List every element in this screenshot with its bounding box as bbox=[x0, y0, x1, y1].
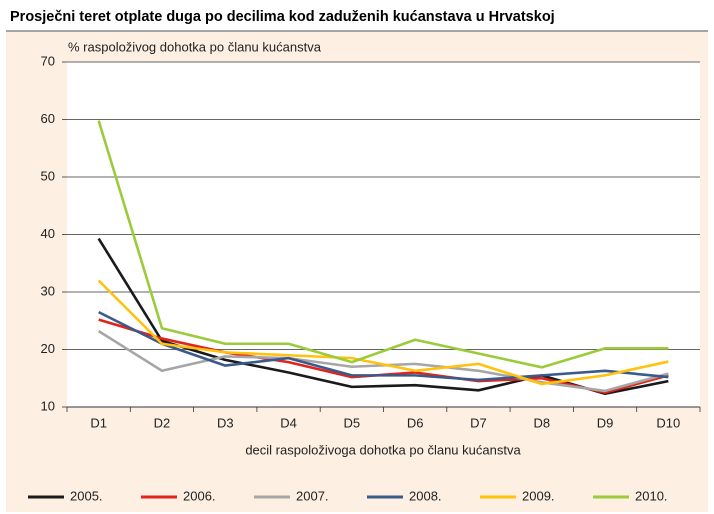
series-line bbox=[98, 310, 669, 382]
series-line bbox=[97, 279, 669, 386]
x-tick-label: D6 bbox=[407, 415, 424, 430]
series-line bbox=[97, 120, 669, 369]
y-tick-label: 10 bbox=[41, 398, 55, 413]
x-tick-label: D8 bbox=[533, 415, 550, 430]
legend-label: 2006. bbox=[183, 488, 216, 503]
x-tick-label: D10 bbox=[656, 415, 680, 430]
legend-label: 2007. bbox=[296, 488, 329, 503]
legend-label: 2010. bbox=[635, 488, 668, 503]
x-tick-label: D7 bbox=[470, 415, 487, 430]
y-tick-label: 70 bbox=[41, 53, 55, 68]
x-axis-label: decil raspoloživoga dohotka po članu kuć… bbox=[245, 442, 521, 457]
y-axis-label: % raspoloživog dohotka po članu kućanstv… bbox=[68, 39, 322, 54]
y-tick-label: 20 bbox=[41, 341, 55, 356]
x-tick-label: D3 bbox=[217, 415, 234, 430]
chart-title: Prosječni teret otplate duga po decilima… bbox=[10, 9, 555, 25]
x-tick-label: D9 bbox=[597, 415, 614, 430]
x-tick-label: D1 bbox=[90, 415, 107, 430]
y-tick-label: 30 bbox=[41, 283, 55, 298]
x-tick-label: D2 bbox=[154, 415, 171, 430]
legend-label: 2005. bbox=[70, 488, 103, 503]
legend-label: 2008. bbox=[409, 488, 442, 503]
y-tick-label: 40 bbox=[41, 226, 55, 241]
x-tick-label: D4 bbox=[280, 415, 297, 430]
legend-label: 2009. bbox=[522, 488, 555, 503]
y-tick-label: 60 bbox=[41, 111, 55, 126]
y-tick-label: 50 bbox=[41, 168, 55, 183]
x-tick-label: D5 bbox=[344, 415, 361, 430]
